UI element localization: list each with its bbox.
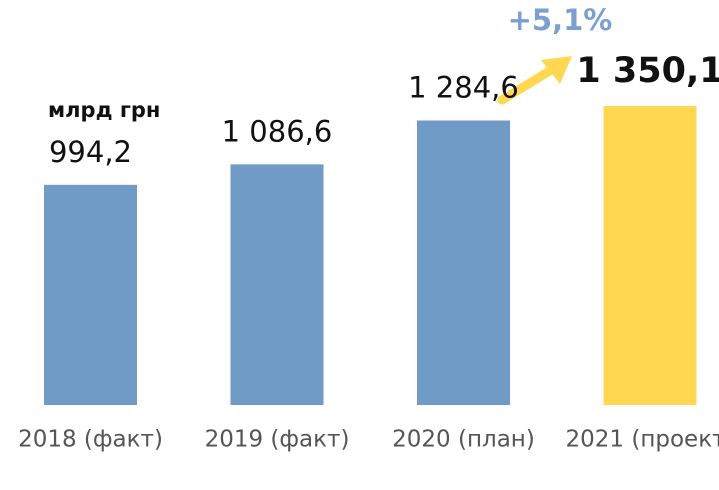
x-tick-label: 2019 (факт) xyxy=(205,427,350,453)
x-tick-label: 2021 (проект) xyxy=(566,427,719,453)
arrow-head xyxy=(541,56,572,84)
value-label: 1 284,6 xyxy=(408,71,519,105)
x-tick-label: 2020 (план) xyxy=(392,427,535,453)
value-label: 1 350,1 xyxy=(576,51,719,91)
value-label: 1 086,6 xyxy=(222,114,333,148)
bar xyxy=(230,164,324,405)
unit-label: млрд грн xyxy=(48,98,160,122)
bar xyxy=(417,120,510,405)
growth-annotation: +5,1% xyxy=(508,3,613,37)
value-label: 994,2 xyxy=(49,135,132,169)
bar xyxy=(603,106,697,405)
x-tick-label: 2018 (факт) xyxy=(18,427,163,453)
growth-arrow xyxy=(497,56,572,105)
bar xyxy=(44,184,137,405)
arrow-shaft xyxy=(497,62,561,105)
